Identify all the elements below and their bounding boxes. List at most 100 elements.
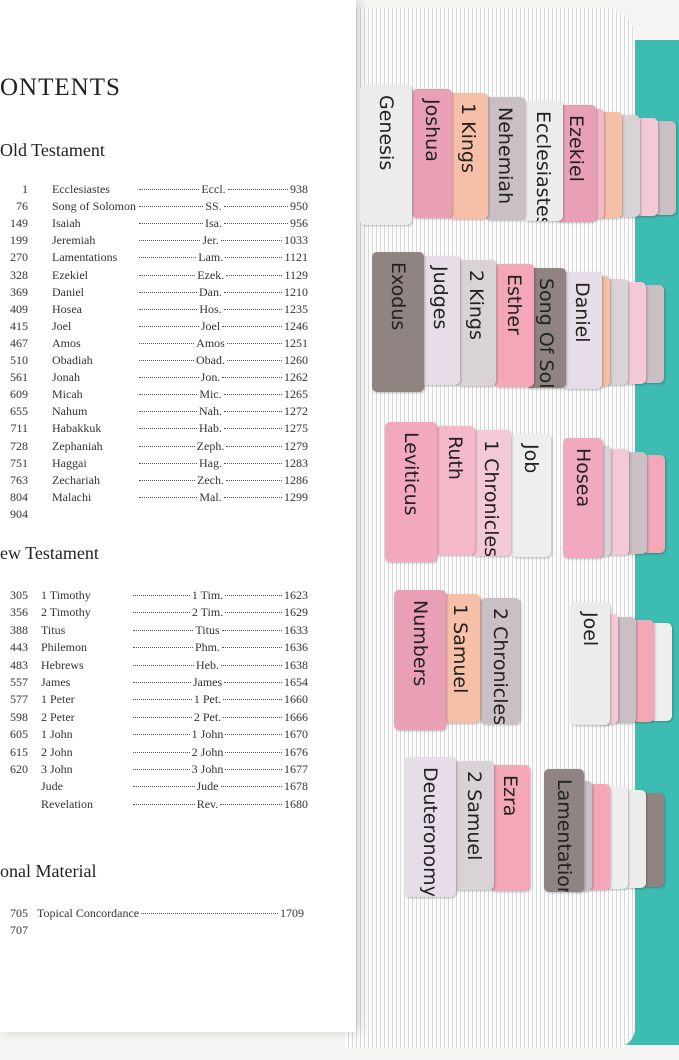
page-number: 369 (10, 284, 28, 299)
leader (141, 913, 278, 914)
tab-label: 2 Chronicles (489, 608, 511, 724)
abbreviation: 2 Pet. (193, 709, 222, 724)
book-name: Song of Solomon (52, 199, 137, 214)
book-name: Ecclesiastes (52, 182, 110, 196)
abbreviation: 3 John (191, 762, 224, 776)
page-number: 1262 (284, 370, 309, 385)
page-number: 1260 (284, 353, 308, 367)
bible-tab (606, 787, 628, 889)
abbreviation: Amos (196, 335, 225, 350)
page-number: 1636 (284, 640, 309, 655)
page-number: 76 (16, 199, 28, 214)
page-number: 763 (10, 472, 28, 487)
page-number: 305 (10, 588, 28, 602)
leader (223, 308, 282, 310)
bible-tab (614, 617, 636, 723)
page-number: 561 (10, 370, 28, 385)
bible-tab (643, 455, 665, 553)
page-number: 415 (10, 318, 28, 333)
page-number: 510 (10, 353, 28, 367)
page-number: 751 (10, 455, 28, 470)
abbreviation: Ezek. (197, 267, 225, 282)
leader (220, 803, 282, 805)
page-number: 1660 (284, 692, 308, 707)
page-number: 443 (10, 640, 28, 655)
contents-entry: James James 1654 (41, 675, 308, 690)
abbreviation: Nah. (199, 404, 222, 419)
book-name: Daniel (52, 284, 84, 299)
leader (227, 360, 282, 361)
leader (133, 664, 194, 666)
page-number: 1272 (284, 404, 308, 419)
leader (225, 769, 283, 770)
bible-tab: 2 Kings (456, 260, 496, 386)
section-heading: onal Material (0, 861, 97, 881)
book-name: Hosea (52, 301, 82, 316)
bible-tab: Deuteronomy (404, 757, 456, 897)
leader (224, 411, 282, 413)
tab-label: Joshua (421, 99, 443, 162)
tab-label: Esther (503, 274, 525, 335)
contents-entry: 1 Peter 1 Pet. 1660 (41, 692, 308, 707)
bible-tab: 1 Samuel (440, 594, 480, 723)
bible-tab: Esther (494, 264, 534, 387)
leader (223, 394, 282, 396)
contents-entry: Habakkuk Hab. 1275 (52, 421, 308, 436)
page-number: 467 (10, 335, 28, 350)
page-number: 938 (290, 182, 309, 196)
book-name: Amos (52, 335, 81, 350)
book-name: 3 John (41, 762, 73, 776)
abbreviation: Jude (196, 779, 219, 794)
book-name: Jude (41, 779, 63, 794)
page-number: 199 (10, 233, 28, 248)
leader (133, 699, 192, 701)
contents-page: ONTENTS Old Testament 1 76 149 199 270 328 369 4… (0, 0, 356, 1032)
leader (223, 206, 289, 208)
page-number: 388 (10, 622, 28, 637)
tab-label: Ruth (444, 436, 466, 480)
bible-tab (618, 115, 640, 217)
leader (223, 716, 282, 718)
contents-entry: Malachi Mal. 1299 (52, 490, 308, 505)
book-name: Malachi (52, 489, 92, 504)
contents-entry: Jonah Jon. 1262 (52, 370, 308, 385)
book-name: Zephaniah (52, 438, 103, 453)
tab-label: Genesis (375, 95, 397, 171)
book-name: Topical Concordance (37, 906, 140, 920)
page-number: 1638 (284, 657, 308, 672)
leader (139, 274, 196, 276)
book-name: 2 Timothy (41, 605, 91, 620)
bible-tab (625, 452, 647, 554)
tab-label: Exodus (387, 262, 409, 331)
page-number: 620 (10, 762, 28, 776)
leader (139, 206, 204, 208)
page-number: 1275 (284, 421, 308, 436)
bible-tab (636, 118, 658, 216)
page-number: 1283 (284, 455, 308, 470)
abbreviation: Rev. (196, 796, 219, 811)
bible-tab (624, 282, 646, 384)
tab-label: Ecclesiastes (532, 111, 554, 221)
contents-entry: Ezekiel Ezek. 1129 (52, 268, 308, 283)
page-number: 1670 (284, 727, 309, 742)
abbreviation: Joel (200, 318, 221, 333)
book-name: Revelation (41, 796, 93, 811)
tab-label: Nehemiah (494, 107, 516, 205)
contents-entry: Micah Mic. 1265 (52, 387, 308, 402)
abbreviation: Hab. (199, 421, 222, 436)
bible-tab: 1 Chronicles (471, 430, 511, 556)
contents-entry: Zephaniah Zeph. 1279 (52, 439, 308, 454)
leader (226, 274, 283, 276)
book-name: James (41, 675, 71, 689)
tab-label: 1 Chronicles (480, 440, 502, 556)
page-number: 557 (10, 675, 28, 689)
contents-entry: Haggai Hag. 1283 (52, 456, 308, 471)
page-number: 1299 (284, 489, 308, 504)
page-number: 1666 (284, 709, 308, 724)
leader (139, 223, 203, 225)
bible-tab (624, 790, 646, 888)
abbreviation: 1 Pet. (193, 692, 222, 707)
bible-tab: Joel (570, 602, 610, 725)
leader (223, 699, 282, 701)
